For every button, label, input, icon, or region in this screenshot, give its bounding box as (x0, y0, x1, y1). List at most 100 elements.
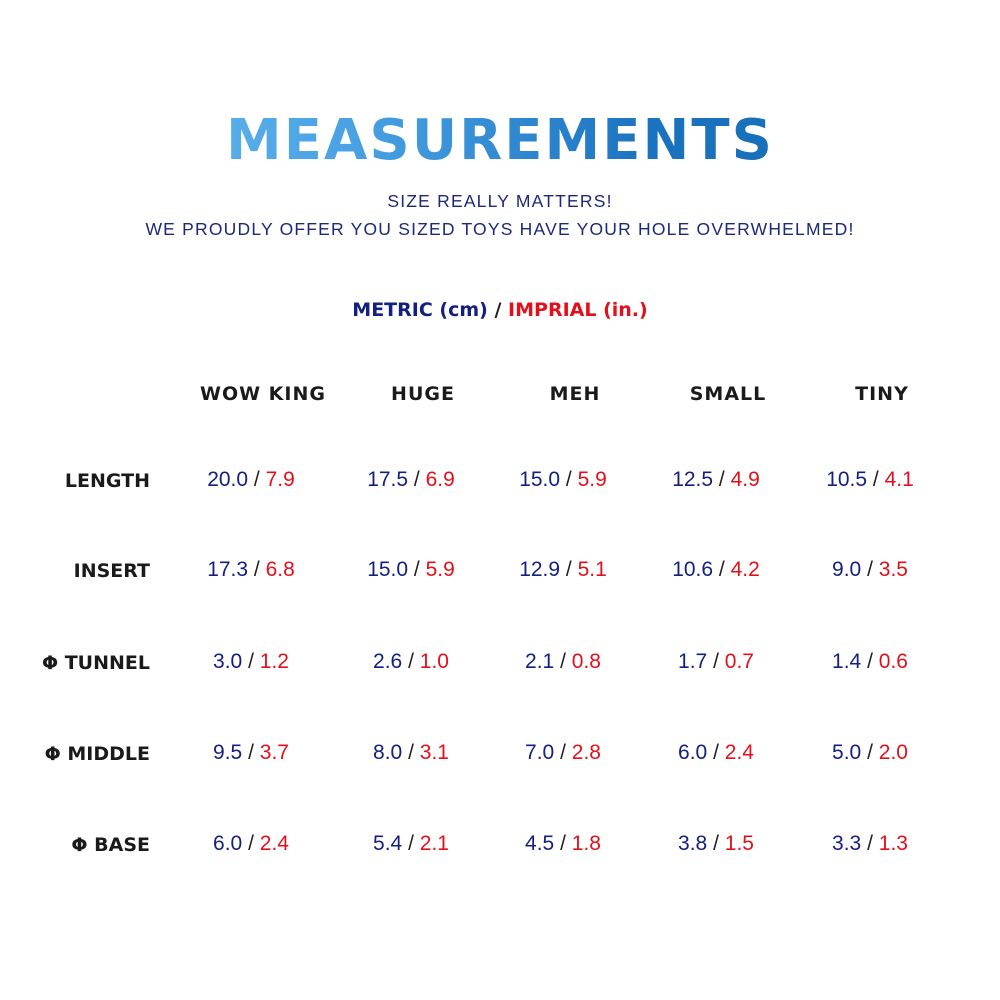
metric-value: 4.5 (525, 832, 555, 855)
imperial-value: 4.2 (730, 558, 760, 581)
table-cell: 15.0 / 5.9 (331, 558, 491, 582)
table-cell: 8.0 / 3.1 (331, 741, 491, 765)
metric-value: 10.6 (672, 558, 714, 581)
value-separator: / (408, 832, 414, 855)
table-cell: 7.0 / 2.8 (483, 741, 643, 765)
value-separator: / (560, 832, 566, 855)
value-separator: / (413, 558, 420, 581)
value-separator: / (565, 468, 572, 491)
table-cell: 3.8 / 1.5 (636, 832, 796, 856)
imperial-value: 5.9 (577, 468, 607, 491)
imperial-value: 2.4 (724, 741, 754, 764)
value-separator: / (867, 832, 873, 855)
metric-value: 8.0 (373, 741, 403, 764)
table-cell: 3.3 / 1.3 (790, 832, 950, 856)
metric-value: 3.0 (213, 650, 243, 673)
table-cell: 9.0 / 3.5 (790, 558, 950, 582)
table-cell: 9.5 / 3.7 (171, 741, 331, 765)
imperial-value: 2.8 (571, 741, 601, 764)
units-legend: METRIC (cm) / IMPRIAL (in.) (0, 299, 1000, 321)
row-header: Φ BASE (71, 834, 150, 856)
table-cell: 10.6 / 4.2 (636, 558, 796, 582)
metric-value: 15.0 (367, 558, 409, 581)
row-header: Φ TUNNEL (41, 652, 150, 674)
imperial-value: 2.1 (419, 832, 449, 855)
metric-value: 3.3 (832, 832, 862, 855)
imperial-value: 1.3 (878, 832, 908, 855)
imperial-value: 4.9 (730, 468, 760, 491)
table-cell: 10.5 / 4.1 (790, 468, 950, 492)
table-cell: 2.1 / 0.8 (483, 650, 643, 674)
value-separator: / (248, 650, 254, 673)
table-cell: 12.5 / 4.9 (636, 468, 796, 492)
metric-value: 2.1 (525, 650, 555, 673)
value-separator: / (872, 468, 879, 491)
table-cell: 3.0 / 1.2 (171, 650, 331, 674)
metric-value: 17.3 (207, 558, 249, 581)
table-cell: 12.9 / 5.1 (483, 558, 643, 582)
imperial-value: 3.7 (259, 741, 289, 764)
metric-unit-label: METRIC (cm) (352, 299, 488, 321)
metric-value: 7.0 (525, 741, 555, 764)
value-separator: / (253, 468, 260, 491)
value-separator: / (713, 741, 719, 764)
row-header: Φ MIDDLE (44, 743, 150, 765)
imperial-value: 1.5 (724, 832, 754, 855)
value-separator: / (408, 741, 414, 764)
imperial-value: 0.7 (724, 650, 754, 673)
value-separator: / (718, 558, 725, 581)
imperial-value: 6.8 (265, 558, 295, 581)
value-separator: / (408, 650, 414, 673)
metric-value: 5.4 (373, 832, 403, 855)
metric-value: 6.0 (213, 832, 243, 855)
table-cell: 5.0 / 2.0 (790, 741, 950, 765)
column-header: TINY (855, 383, 909, 405)
value-separator: / (565, 558, 572, 581)
imperial-unit-label: IMPRIAL (in.) (508, 299, 648, 321)
imperial-value: 0.6 (878, 650, 908, 673)
value-separator: / (867, 558, 873, 581)
value-separator: / (560, 741, 566, 764)
imperial-value: 7.9 (265, 468, 295, 491)
imperial-value: 6.9 (425, 468, 455, 491)
imperial-value: 2.0 (878, 741, 908, 764)
value-separator: / (413, 468, 420, 491)
page-title: MEASUREMENTS (0, 108, 1000, 173)
metric-value: 1.7 (678, 650, 708, 673)
value-separator: / (867, 650, 873, 673)
metric-value: 9.0 (832, 558, 862, 581)
subtitle-line-1: SIZE REALLY MATTERS! (387, 191, 613, 211)
value-separator: / (867, 741, 873, 764)
imperial-value: 4.1 (884, 468, 914, 491)
table-cell: 17.5 / 6.9 (331, 468, 491, 492)
imperial-value: 5.9 (425, 558, 455, 581)
value-separator: / (248, 741, 254, 764)
imperial-value: 1.0 (419, 650, 449, 673)
table-cell: 6.0 / 2.4 (636, 741, 796, 765)
table-cell: 20.0 / 7.9 (171, 468, 331, 492)
column-header: HUGE (391, 383, 455, 405)
metric-value: 6.0 (678, 741, 708, 764)
value-separator: / (560, 650, 566, 673)
subtitle-line-2: WE PROUDLY OFFER YOU SIZED TOYS HAVE YOU… (145, 219, 855, 239)
imperial-value: 5.1 (577, 558, 607, 581)
metric-value: 20.0 (207, 468, 249, 491)
table-cell: 17.3 / 6.8 (171, 558, 331, 582)
metric-value: 2.6 (373, 650, 403, 673)
metric-value: 1.4 (832, 650, 862, 673)
metric-value: 10.5 (826, 468, 868, 491)
metric-value: 12.9 (519, 558, 561, 581)
metric-value: 9.5 (213, 741, 243, 764)
metric-value: 3.8 (678, 832, 708, 855)
table-cell: 4.5 / 1.8 (483, 832, 643, 856)
row-header: LENGTH (64, 470, 150, 492)
table-cell: 2.6 / 1.0 (331, 650, 491, 674)
metric-value: 12.5 (672, 468, 714, 491)
metric-value: 17.5 (367, 468, 409, 491)
table-cell: 6.0 / 2.4 (171, 832, 331, 856)
metric-value: 5.0 (832, 741, 862, 764)
table-cell: 15.0 / 5.9 (483, 468, 643, 492)
imperial-value: 2.4 (259, 832, 289, 855)
imperial-value: 3.1 (419, 741, 449, 764)
imperial-value: 1.2 (259, 650, 289, 673)
